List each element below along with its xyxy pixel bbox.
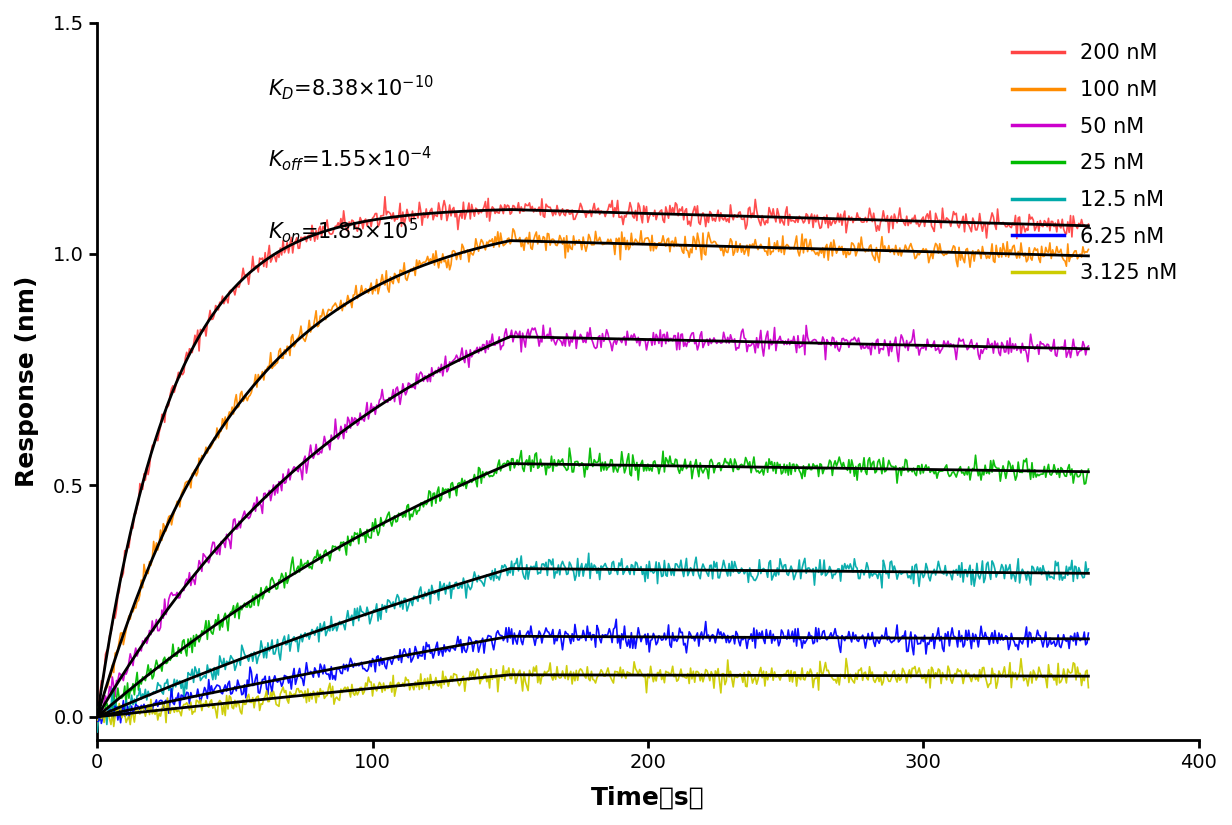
Text: $K_{on}$=1.85×10$^{5}$: $K_{on}$=1.85×10$^{5}$ (267, 216, 418, 245)
Text: $K_D$=8.38×10$^{-10}$: $K_D$=8.38×10$^{-10}$ (267, 73, 434, 101)
X-axis label: Time（s）: Time（s） (591, 786, 705, 810)
Legend: 200 nM, 100 nM, 50 nM, 25 nM, 12.5 nM, 6.25 nM, 3.125 nM: 200 nM, 100 nM, 50 nM, 25 nM, 12.5 nM, 6… (1002, 33, 1188, 294)
Y-axis label: Response (nm): Response (nm) (15, 276, 39, 487)
Text: $K_{off}$=1.55×10$^{-4}$: $K_{off}$=1.55×10$^{-4}$ (267, 144, 432, 173)
